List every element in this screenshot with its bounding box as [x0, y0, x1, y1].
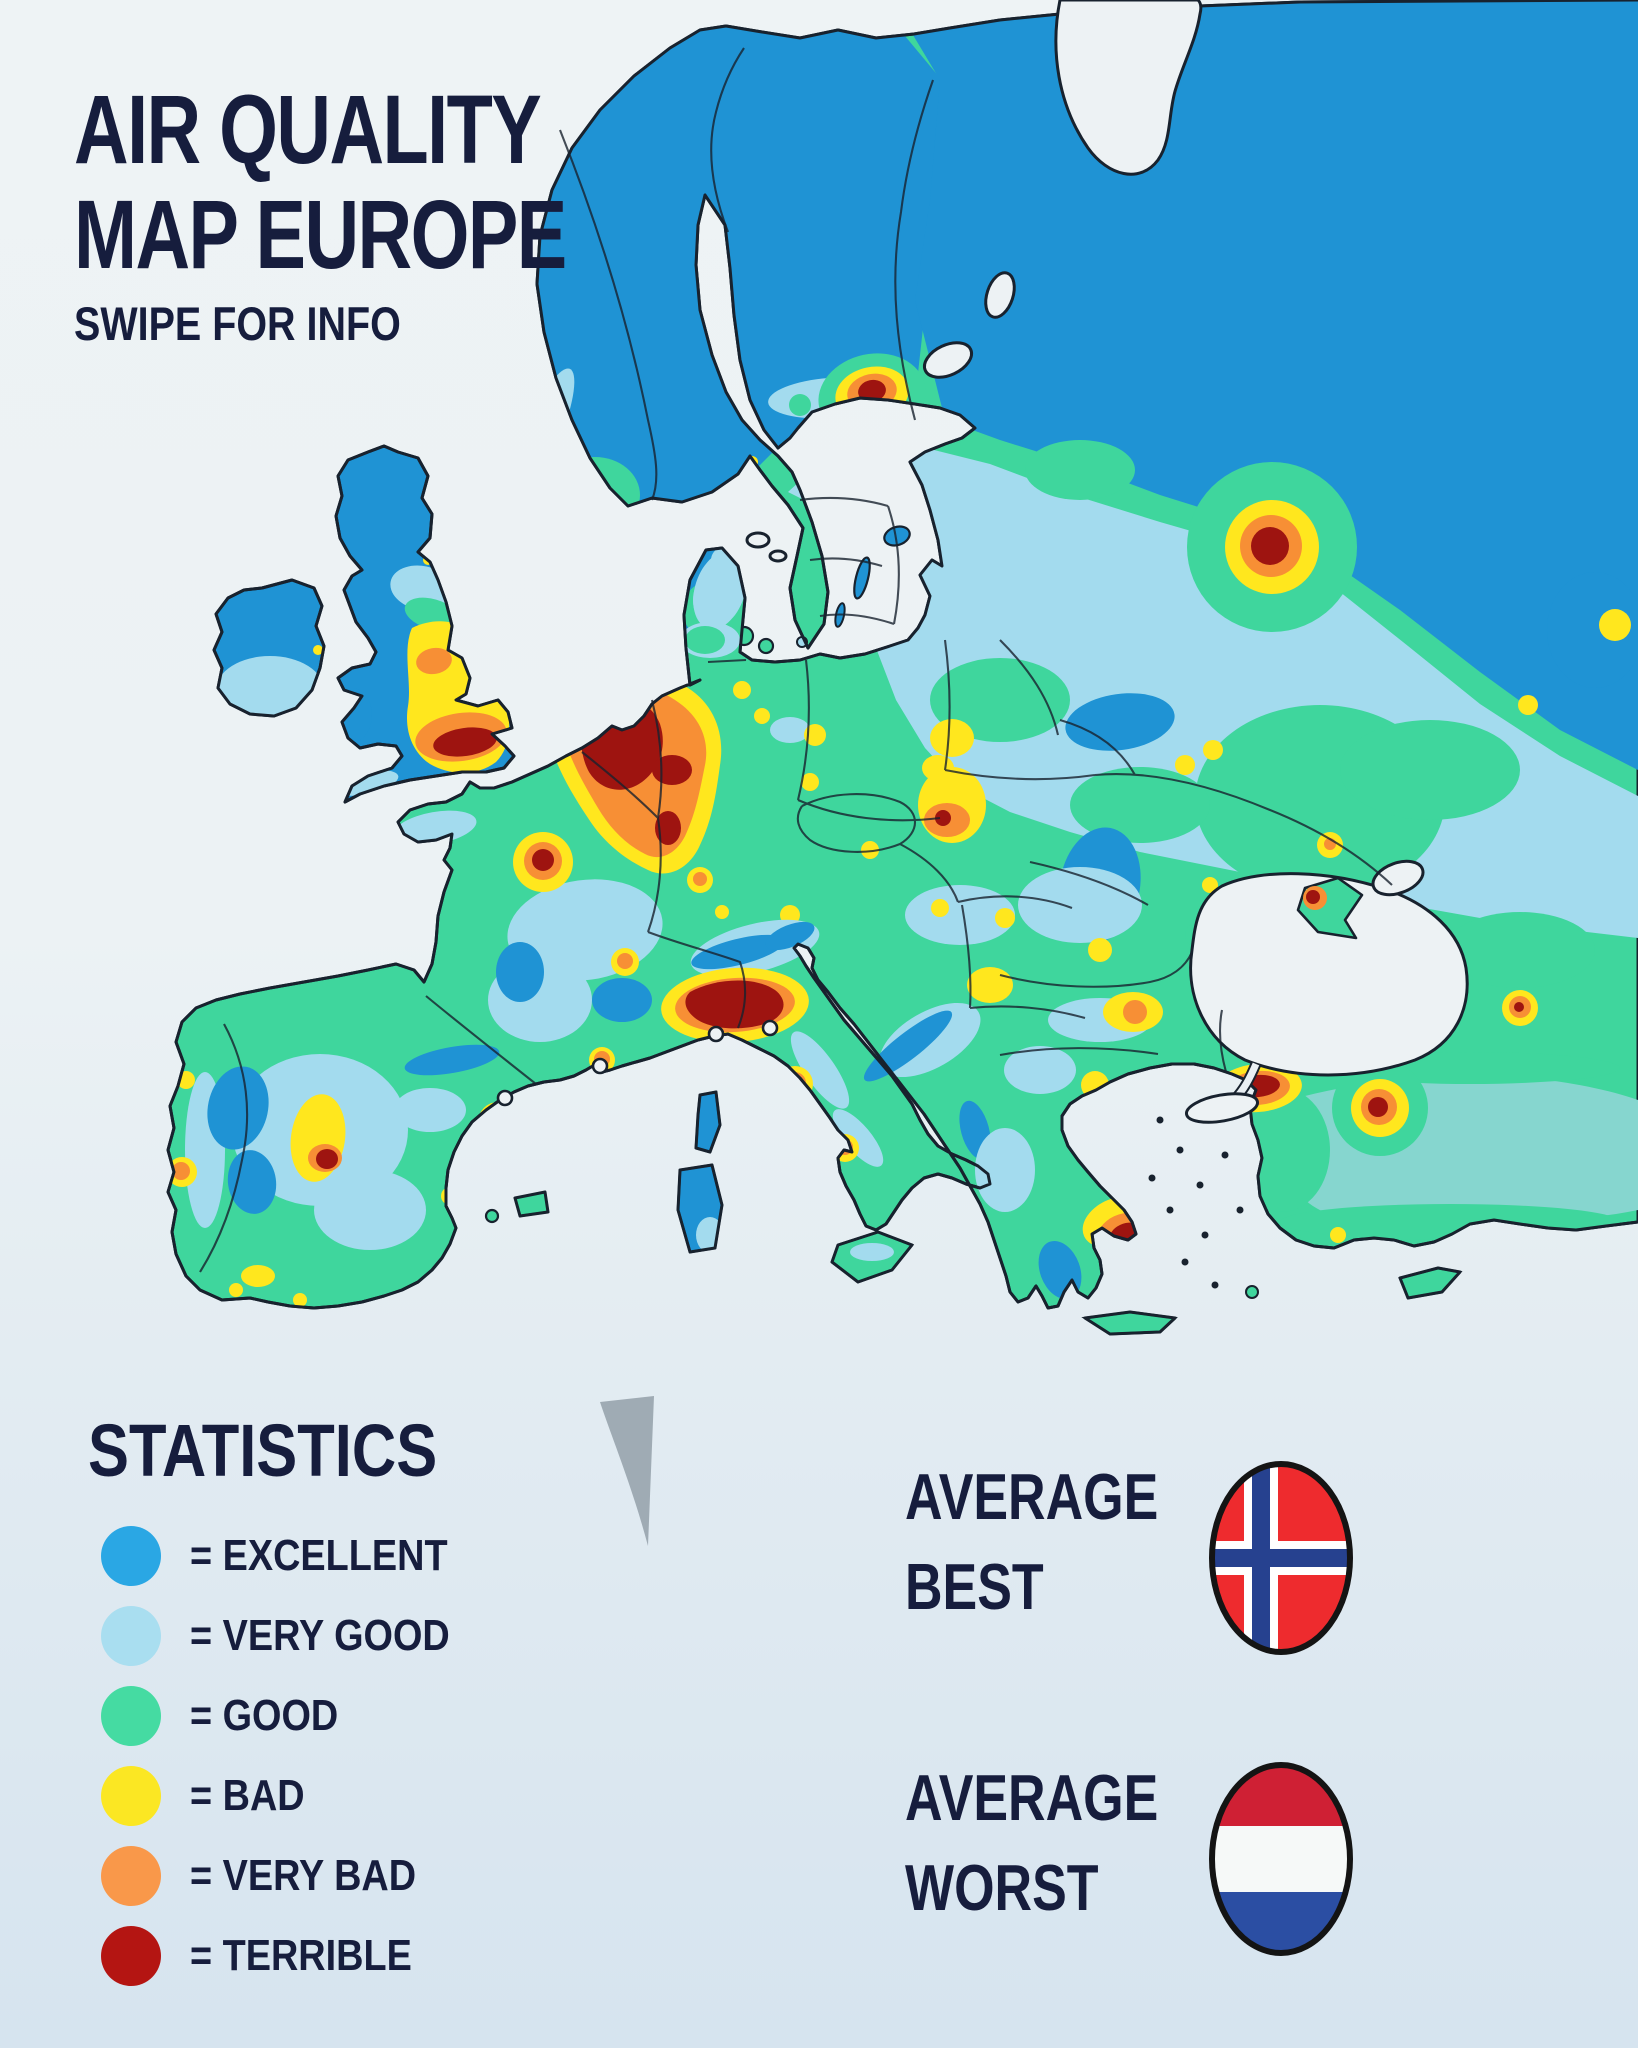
legend-swatch-excellent: [101, 1526, 161, 1586]
hotspot-moscow-region: [1225, 500, 1319, 594]
black-sea: [1189, 872, 1469, 1077]
lake-vattern: [768, 549, 788, 563]
white-sea: [1054, 0, 1203, 176]
average-worst-line1: AVERAGE: [905, 1761, 1159, 1834]
hotspot-sofia: [1103, 992, 1163, 1032]
legend-swatch-good: [101, 1686, 161, 1746]
lake-ladoga: [922, 341, 974, 379]
legend-item-bad: = BAD: [100, 1756, 492, 1836]
norway-flag-icon: [1209, 1461, 1353, 1655]
country-borders: [199, 47, 1393, 1273]
legend-swatch-very-good: [101, 1606, 161, 1666]
swipe-indicator-icon: [600, 1396, 654, 1546]
hotspot-caucasus: [1502, 990, 1538, 1026]
title-line-1: AIR QUALITY: [74, 75, 542, 184]
average-worst-label: AVERAGE WORST: [905, 1753, 1158, 1932]
sea-of-azov: [1371, 859, 1425, 897]
legend-item-very-good: = VERY GOOD: [100, 1596, 492, 1676]
legend-label-very-bad: = VERY BAD: [190, 1851, 417, 1900]
city-markers: [496, 1019, 779, 1107]
legend-swatch-terrible: [101, 1926, 161, 1986]
hotspot-silesia: [918, 767, 986, 843]
legend-label-excellent: = EXCELLENT: [190, 1531, 448, 1580]
sea-overlays: [745, 0, 1469, 1124]
legend-item-terrible: = TERRIBLE: [100, 1916, 492, 1996]
legend-heading: STATISTICS: [88, 1409, 438, 1492]
average-best-line1: AVERAGE: [905, 1460, 1159, 1533]
average-best-label: AVERAGE BEST: [905, 1452, 1158, 1631]
page-title: AIR QUALITY MAP EUROPE: [74, 75, 567, 289]
legend-swatch-very-bad: [101, 1846, 161, 1906]
legend-item-good: = GOOD: [100, 1676, 492, 1756]
legend-label-terrible: = TERRIBLE: [190, 1931, 412, 1980]
netherlands-flag-icon: [1209, 1762, 1353, 1956]
hotspot-ankara: [1332, 1060, 1428, 1156]
page-subtitle: SWIPE FOR INFO: [74, 297, 401, 350]
sea-of-marmara: [1184, 1092, 1260, 1124]
legend-item-very-bad: = VERY BAD: [100, 1836, 492, 1916]
title-line-2: MAP EUROPE: [74, 179, 567, 289]
hotspot-paris: [513, 832, 573, 892]
legend-label-good: = GOOD: [190, 1691, 339, 1740]
average-worst-line2: WORST: [905, 1850, 1099, 1924]
legend-item-excellent: = EXCELLENT: [100, 1516, 492, 1596]
lake-vanern: [745, 531, 771, 549]
europe-air-quality-map: [166, 0, 1638, 1336]
legend: = EXCELLENT = VERY GOOD = GOOD = BAD = V…: [100, 1516, 492, 1996]
aegean-islands: [1148, 1116, 1244, 1289]
hotspot-madrid: [290, 1094, 346, 1182]
lake-onega: [984, 271, 1016, 319]
legend-swatch-bad: [101, 1766, 161, 1826]
legend-label-bad: = BAD: [190, 1771, 305, 1820]
average-best-line2: BEST: [905, 1549, 1044, 1623]
legend-label-very-good: = VERY GOOD: [190, 1611, 450, 1660]
